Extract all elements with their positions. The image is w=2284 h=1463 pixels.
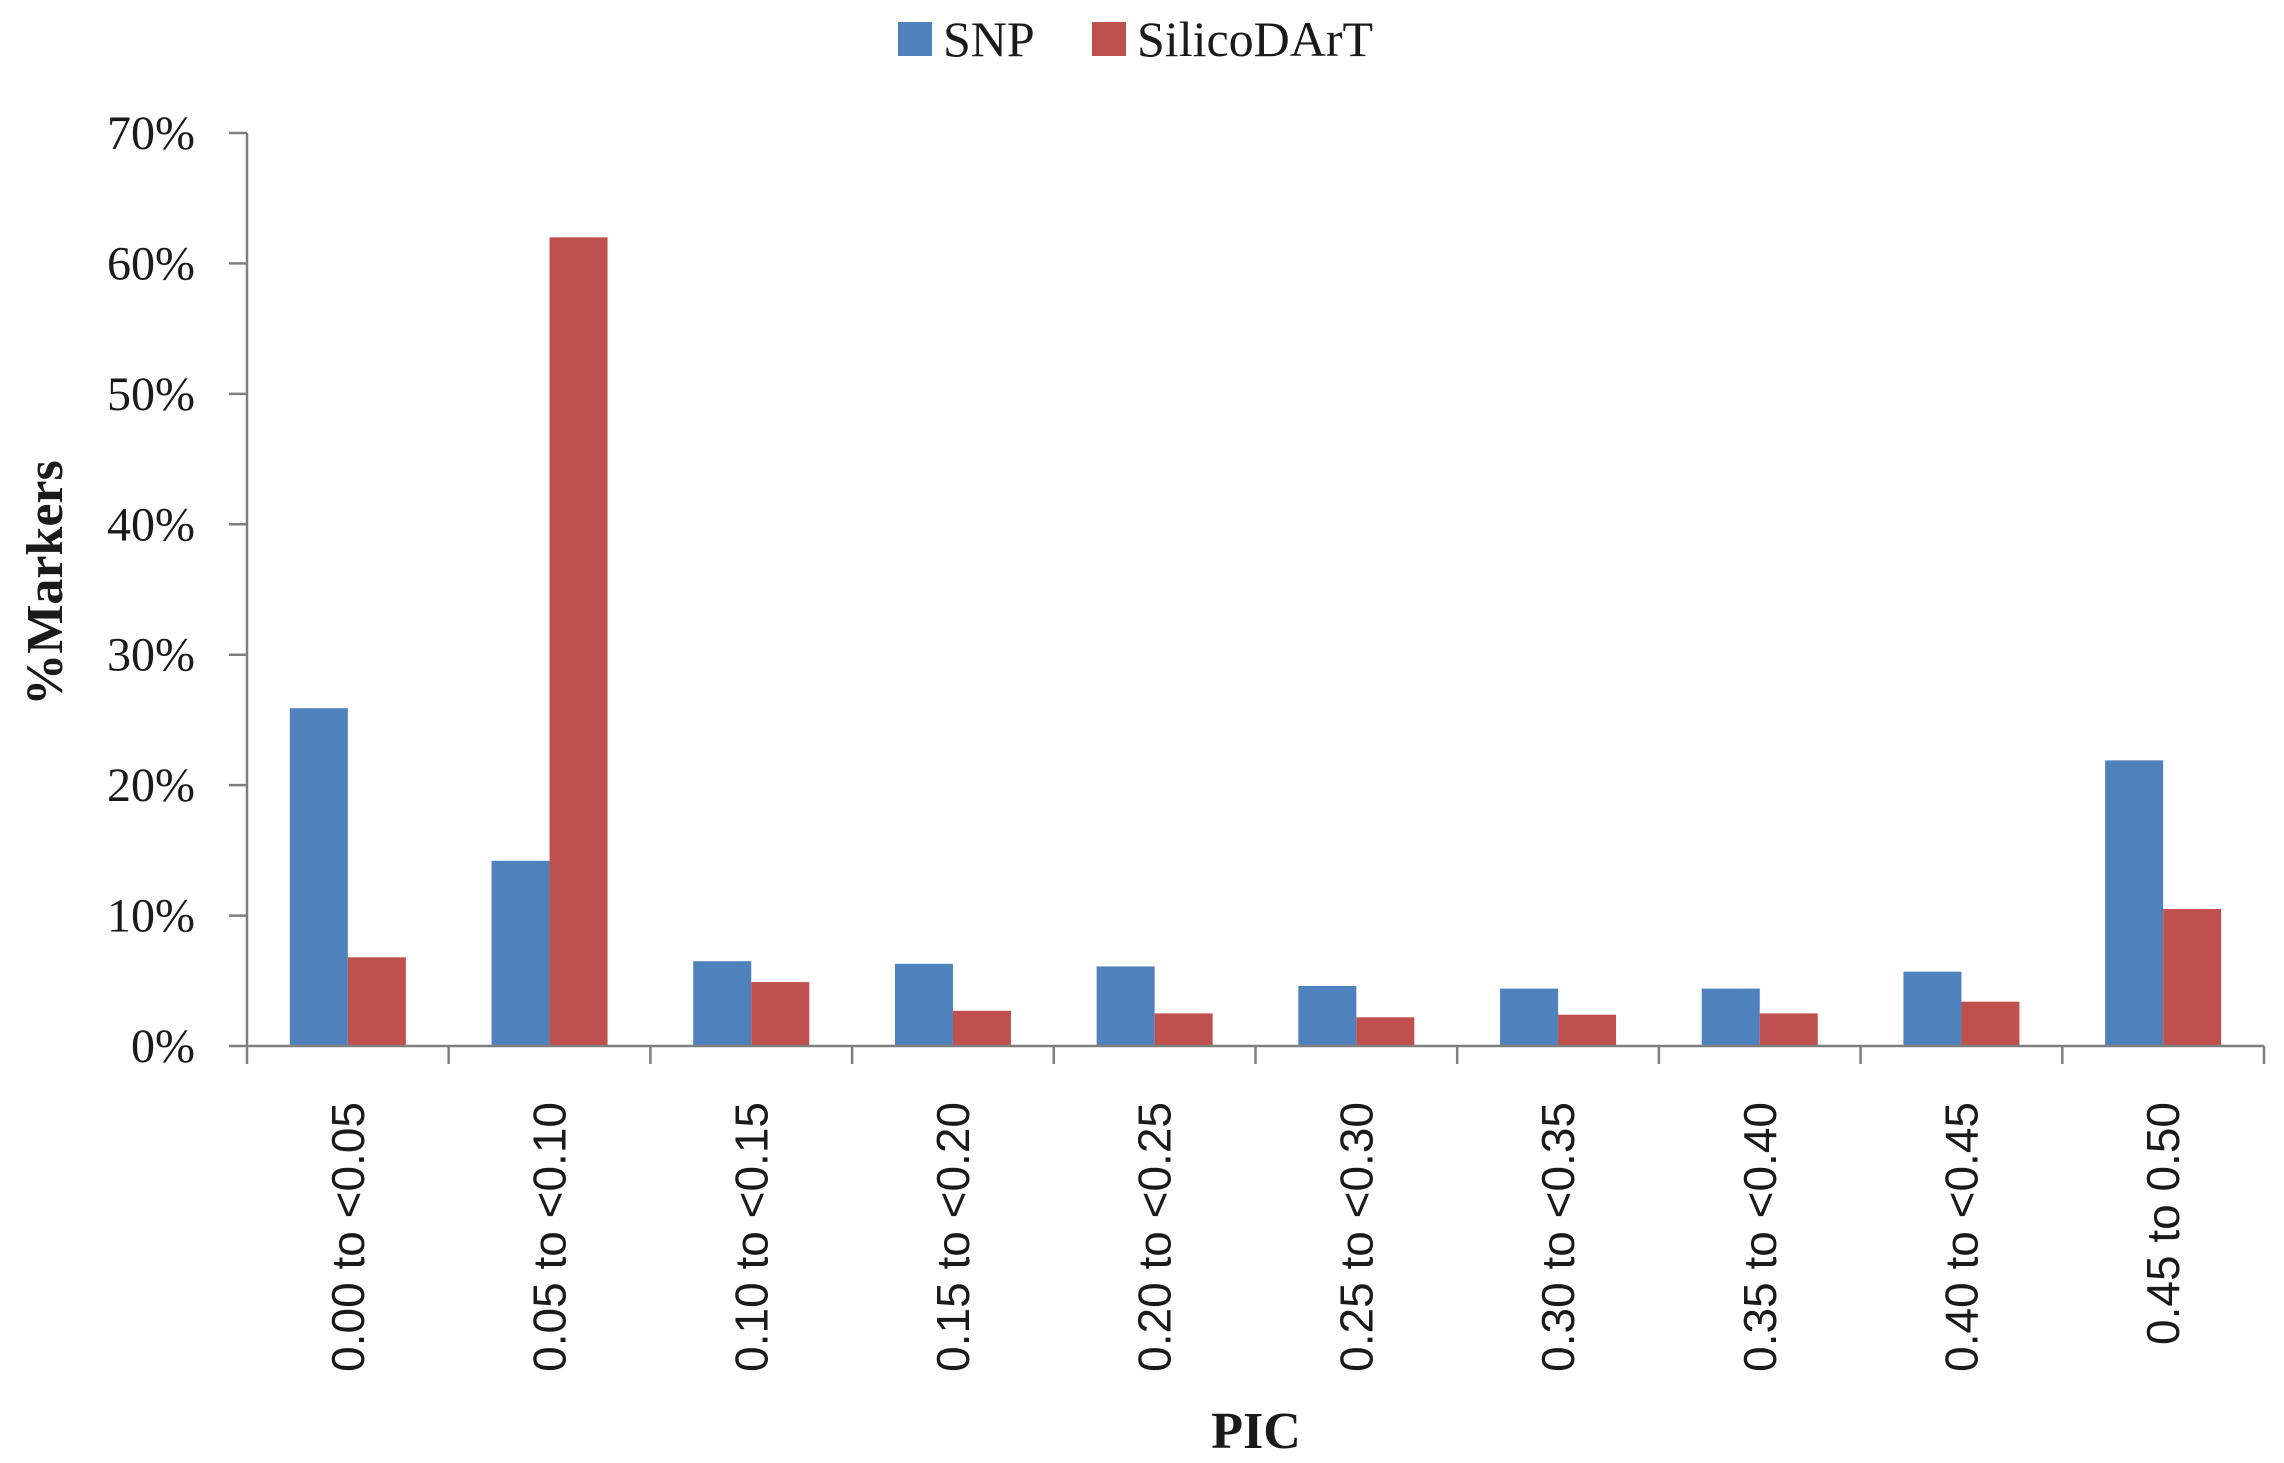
bar-snp [289, 708, 348, 1046]
bar-silicodart [1759, 1013, 1818, 1046]
x-axis-title: PIC [1211, 1403, 1301, 1460]
bar-silicodart [2163, 909, 2222, 1046]
y-tick-label: 10% [107, 890, 195, 943]
bar-snp [1096, 966, 1155, 1046]
legend-swatch-snp [898, 22, 932, 56]
x-axis-ticks [245, 1046, 2266, 1064]
y-tick-label: 70% [107, 107, 195, 160]
category-label: 0.00 to <0.05 [322, 1102, 374, 1372]
y-axis-ticks: 0% 10% 20% 30% 40% 50% 60% 70% [107, 107, 247, 1073]
category-label: 0.35 to <0.40 [1734, 1102, 1786, 1372]
y-axis-title: %Markers [17, 460, 74, 705]
bar-silicodart [1356, 1017, 1415, 1046]
bars [289, 237, 2222, 1047]
legend: SNP SilicoDArT [898, 11, 1373, 67]
legend-label-silicodart: SilicoDArT [1137, 11, 1373, 67]
legend-label-snp: SNP [943, 11, 1035, 67]
bar-silicodart [952, 1010, 1011, 1046]
y-tick-label: 20% [107, 759, 195, 812]
bar-snp [1701, 988, 1760, 1046]
category-label: 0.20 to <0.25 [1129, 1102, 1181, 1372]
bar-silicodart [1961, 1001, 2020, 1046]
bar-snp [693, 961, 752, 1046]
y-tick-label: 40% [107, 498, 195, 551]
y-tick-label: 30% [107, 629, 195, 682]
bar-snp [1903, 971, 1962, 1046]
category-label: 0.40 to <0.45 [1935, 1102, 1987, 1372]
bar-silicodart [549, 237, 608, 1047]
y-tick-label: 50% [107, 368, 195, 421]
bar-silicodart [1558, 1014, 1617, 1046]
category-labels: 0.00 to <0.05 0.05 to <0.10 0.10 to <0.15 0… [322, 1102, 2189, 1372]
bar-silicodart [751, 982, 810, 1046]
category-label: 0.30 to <0.35 [1532, 1102, 1584, 1372]
bar-snp [1298, 986, 1357, 1046]
bar-silicodart [1154, 1013, 1213, 1046]
category-label: 0.05 to <0.10 [524, 1102, 576, 1372]
y-tick-label: 60% [107, 237, 195, 290]
category-label: 0.10 to <0.15 [725, 1102, 777, 1372]
bar-snp [2105, 760, 2164, 1046]
legend-swatch-silicodart [1092, 22, 1126, 56]
bar-snp [491, 860, 550, 1046]
bar-silicodart [347, 957, 406, 1046]
y-tick-label: 0% [131, 1020, 195, 1073]
category-label: 0.45 to 0.50 [2137, 1102, 2189, 1345]
category-label: 0.15 to <0.20 [927, 1102, 979, 1372]
bar-snp [1500, 988, 1559, 1046]
bar-snp [894, 963, 953, 1046]
category-label: 0.25 to <0.30 [1330, 1102, 1382, 1372]
